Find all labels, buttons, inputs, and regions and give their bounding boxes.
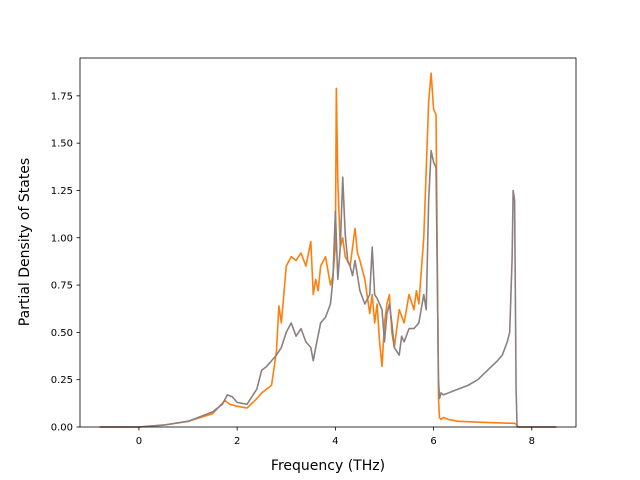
y-tick-label: 0.50 xyxy=(51,328,73,339)
x-axis-label: Frequency (THz) xyxy=(271,458,385,474)
y-axis-label: Partial Density of States xyxy=(17,158,33,326)
series-line-2 xyxy=(99,149,557,428)
plot-frame xyxy=(79,57,577,428)
y-tick-label: 1.50 xyxy=(51,139,73,150)
y-tick-label: 1.75 xyxy=(51,91,73,102)
y-tick-label: 1.25 xyxy=(51,186,73,197)
y-axis-ticks: 0.00 0.25 0.50 0.75 1.00 1.25 1.50 1.75 xyxy=(51,91,80,434)
x-tick-label: 2 xyxy=(234,436,240,447)
y-tick-label: 0.25 xyxy=(51,375,73,386)
y-tick-label: 0.00 xyxy=(51,423,73,434)
x-axis-ticks: 0 2 4 6 8 xyxy=(136,427,535,447)
y-tick-label: 1.00 xyxy=(51,233,73,244)
x-tick-label: 6 xyxy=(430,436,436,447)
x-tick-label: 4 xyxy=(332,436,338,447)
x-tick-label: 8 xyxy=(529,436,535,447)
x-tick-label: 0 xyxy=(136,436,142,447)
series-layer xyxy=(99,72,557,428)
y-tick-label: 0.75 xyxy=(51,281,73,292)
